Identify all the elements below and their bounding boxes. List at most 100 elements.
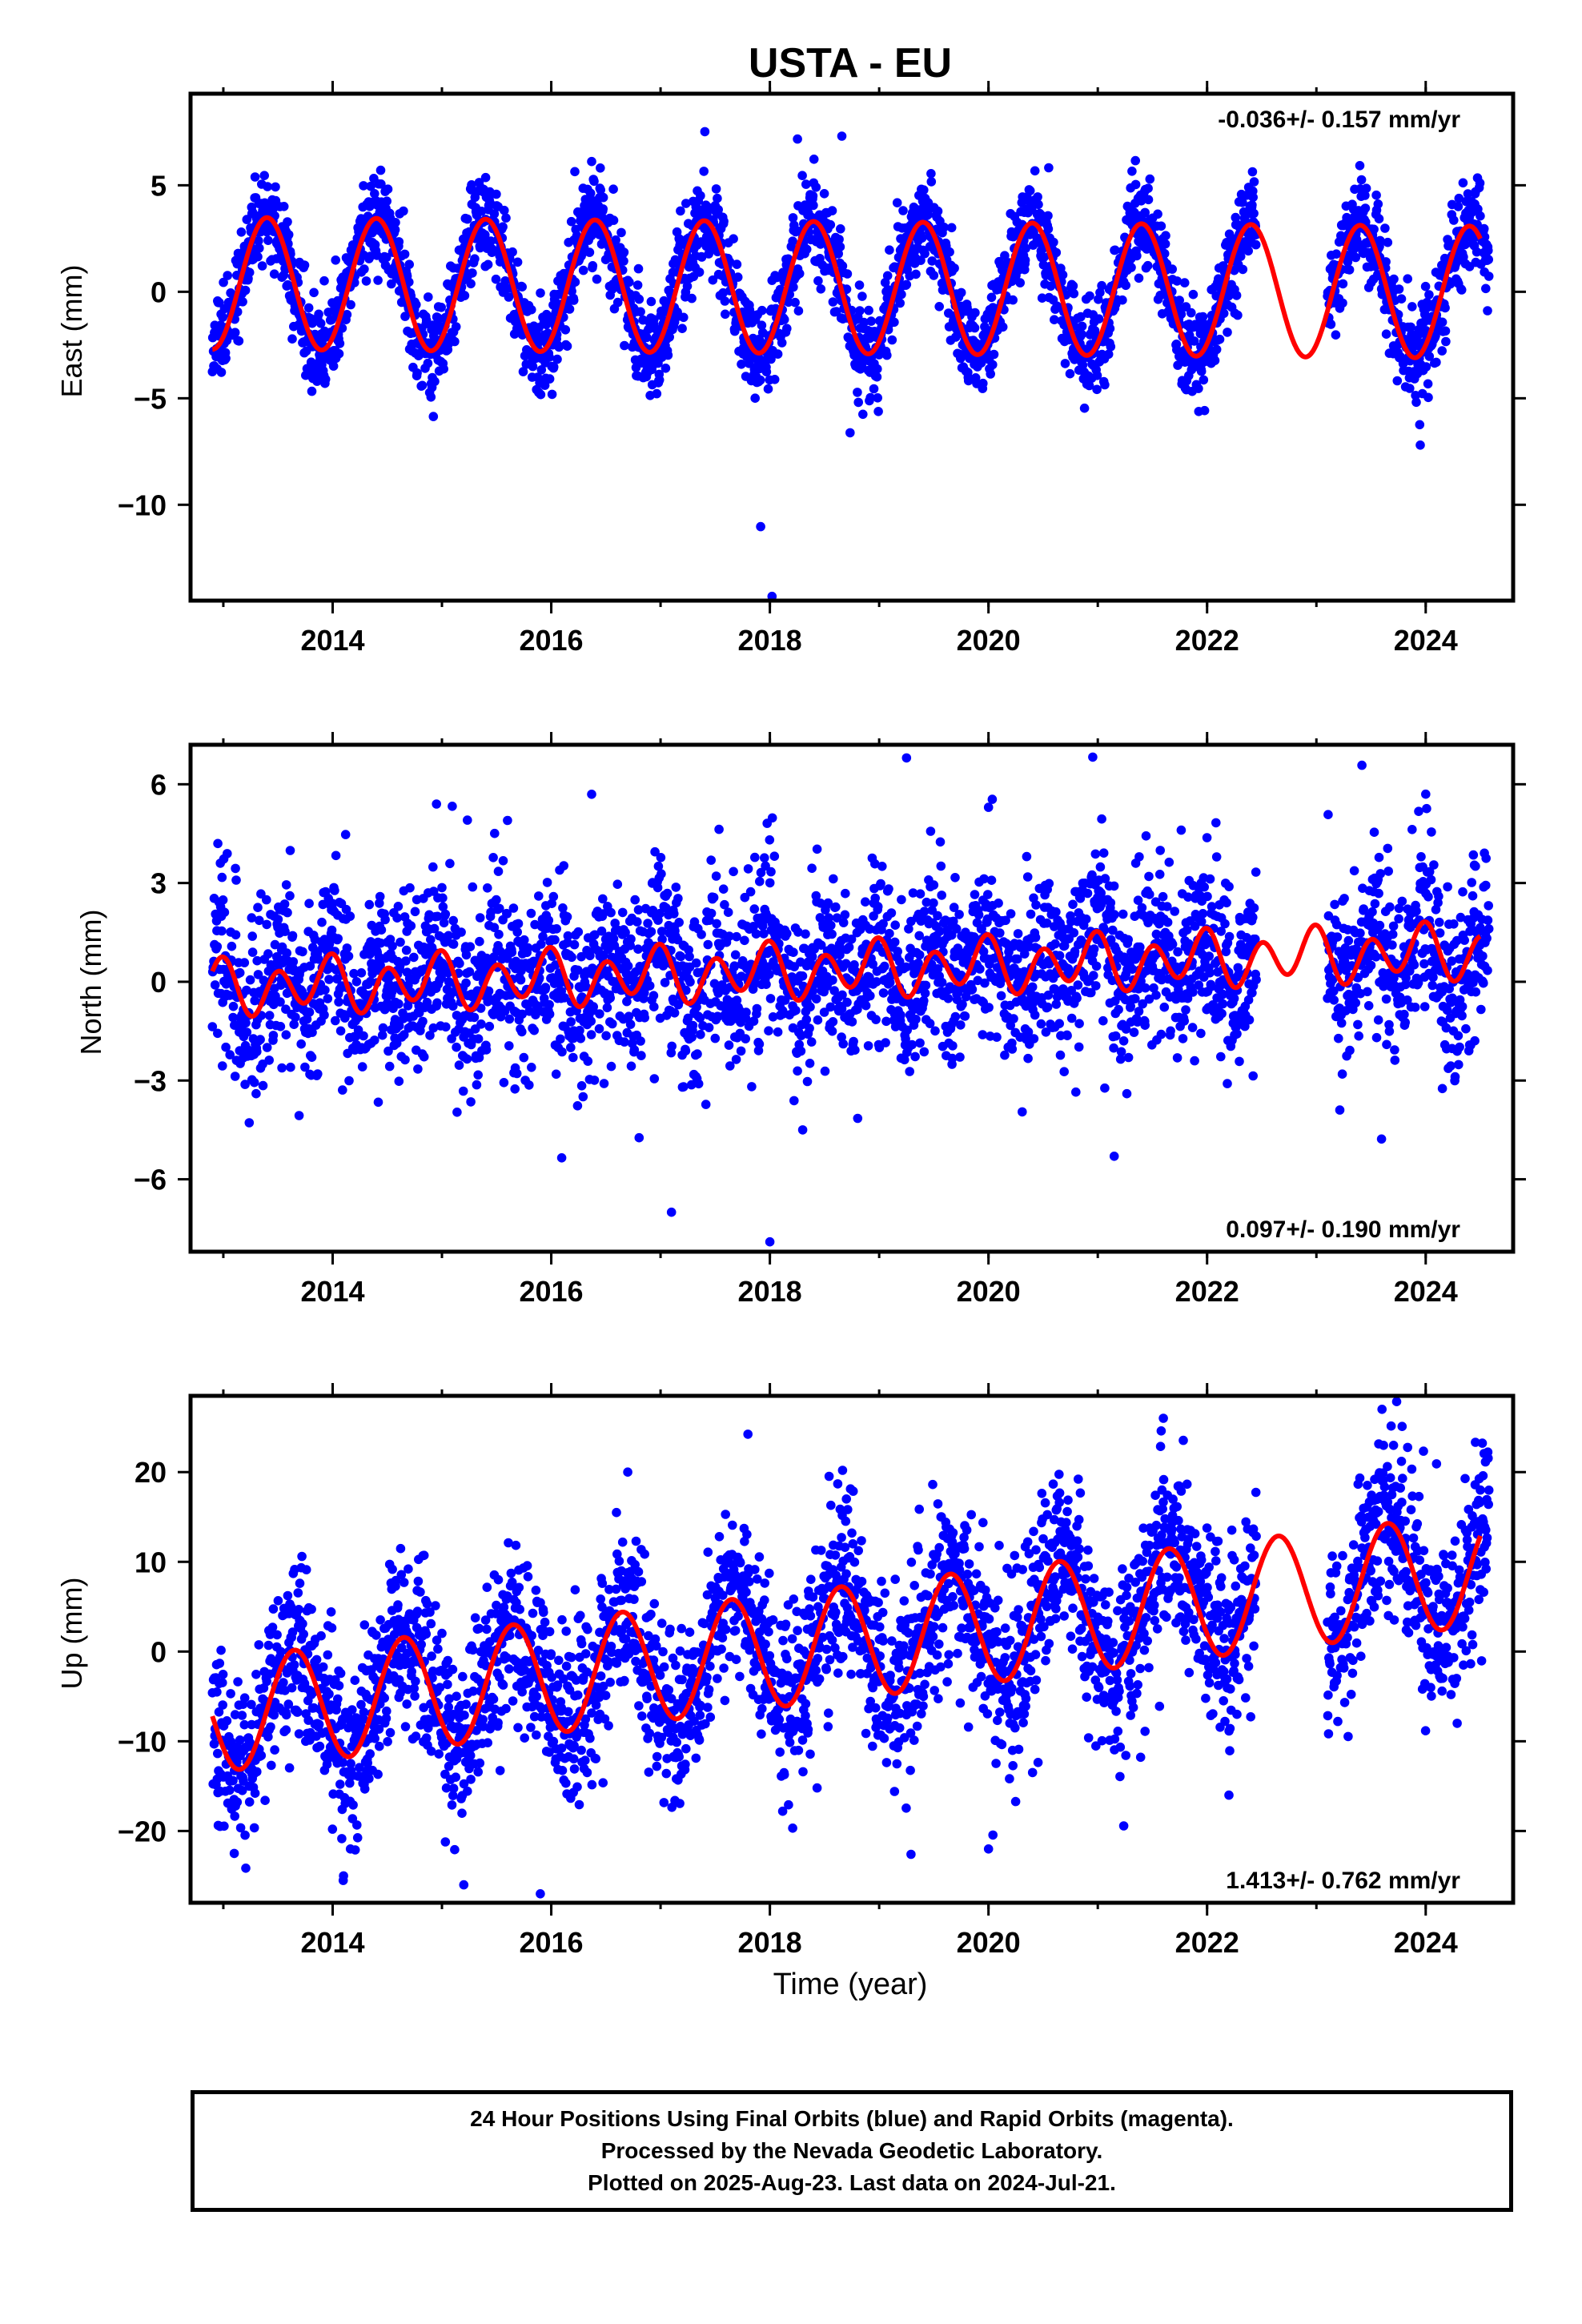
data-point	[831, 307, 841, 316]
data-point	[1360, 203, 1371, 213]
data-point	[508, 903, 519, 913]
data-point	[281, 1030, 291, 1039]
data-point	[827, 929, 837, 939]
data-point	[617, 907, 628, 918]
data-point	[752, 1003, 762, 1014]
data-point	[1231, 291, 1242, 300]
data-point	[216, 368, 227, 377]
data-point	[304, 1007, 315, 1017]
data-point	[663, 350, 673, 360]
data-point	[1015, 278, 1025, 287]
data-point	[507, 947, 517, 957]
data-point	[714, 824, 724, 834]
data-point	[230, 1072, 240, 1081]
data-point	[249, 1077, 259, 1088]
data-point	[334, 997, 343, 1007]
data-point	[570, 167, 580, 177]
data-point	[636, 1036, 645, 1046]
data-point	[232, 307, 243, 317]
data-point	[783, 254, 793, 264]
data-point	[1130, 155, 1140, 166]
data-point	[1483, 306, 1492, 316]
data-point	[340, 830, 351, 839]
data-point	[729, 866, 738, 877]
data-point	[285, 891, 295, 901]
data-point	[426, 935, 436, 945]
data-point	[213, 1028, 223, 1039]
data-point	[691, 958, 701, 968]
data-point	[1199, 375, 1209, 385]
data-point	[1211, 344, 1222, 355]
data-point	[1025, 186, 1035, 195]
data-point	[219, 907, 230, 917]
data-point	[572, 1101, 583, 1111]
data-point	[466, 1097, 476, 1107]
data-point	[440, 909, 451, 919]
data-point	[455, 959, 464, 968]
data-point	[1383, 237, 1393, 247]
data-point	[596, 185, 605, 195]
data-point	[620, 340, 629, 351]
data-point	[382, 252, 391, 263]
data-point	[1373, 199, 1383, 209]
data-point	[1127, 167, 1137, 176]
data-point	[724, 1040, 734, 1050]
data-point	[1037, 293, 1047, 304]
data-point	[1090, 326, 1100, 336]
data-point	[834, 235, 844, 244]
data-point	[756, 521, 765, 532]
data-point	[227, 941, 237, 951]
data-point	[1100, 380, 1110, 390]
data-point	[1068, 281, 1078, 291]
data-point	[788, 213, 798, 223]
data-point	[1415, 440, 1425, 450]
data-point	[357, 1062, 367, 1072]
data-point	[317, 917, 327, 927]
data-point	[255, 1035, 265, 1044]
data-point	[432, 998, 442, 1008]
data-point	[382, 196, 392, 206]
data-point	[737, 360, 746, 369]
data-point	[731, 1055, 741, 1064]
data-point	[370, 1035, 379, 1045]
data-point	[337, 324, 347, 333]
data-point	[914, 950, 925, 960]
data-point	[865, 392, 875, 403]
data-point	[827, 1026, 837, 1036]
data-point	[441, 1022, 451, 1032]
data-point	[307, 1052, 317, 1062]
data-point	[390, 225, 400, 235]
data-point	[1051, 247, 1062, 258]
data-point	[585, 188, 596, 199]
data-point	[314, 309, 323, 320]
data-point	[494, 930, 504, 939]
data-point	[788, 236, 797, 247]
data-point	[335, 1026, 346, 1036]
data-point	[500, 276, 510, 286]
data-point	[1479, 223, 1489, 234]
data-point	[934, 302, 944, 312]
data-point	[275, 1022, 286, 1031]
data-point	[559, 861, 568, 870]
data-point	[634, 294, 644, 304]
data-point	[682, 281, 693, 292]
data-point	[706, 908, 717, 919]
data-point	[917, 233, 927, 243]
data-point	[743, 864, 753, 874]
data-point	[486, 236, 496, 246]
data-point	[544, 915, 554, 925]
data-point	[342, 943, 352, 953]
data-point	[784, 297, 793, 308]
data-point	[608, 215, 619, 225]
data-point	[685, 951, 694, 962]
data-point	[1380, 223, 1390, 233]
data-point	[376, 925, 387, 935]
data-point	[911, 1015, 921, 1024]
data-point	[779, 315, 789, 324]
data-point	[235, 967, 245, 978]
data-point	[853, 397, 863, 408]
data-point	[401, 945, 412, 955]
data-point	[219, 277, 228, 287]
data-point	[1142, 260, 1153, 271]
data-point	[421, 315, 432, 325]
